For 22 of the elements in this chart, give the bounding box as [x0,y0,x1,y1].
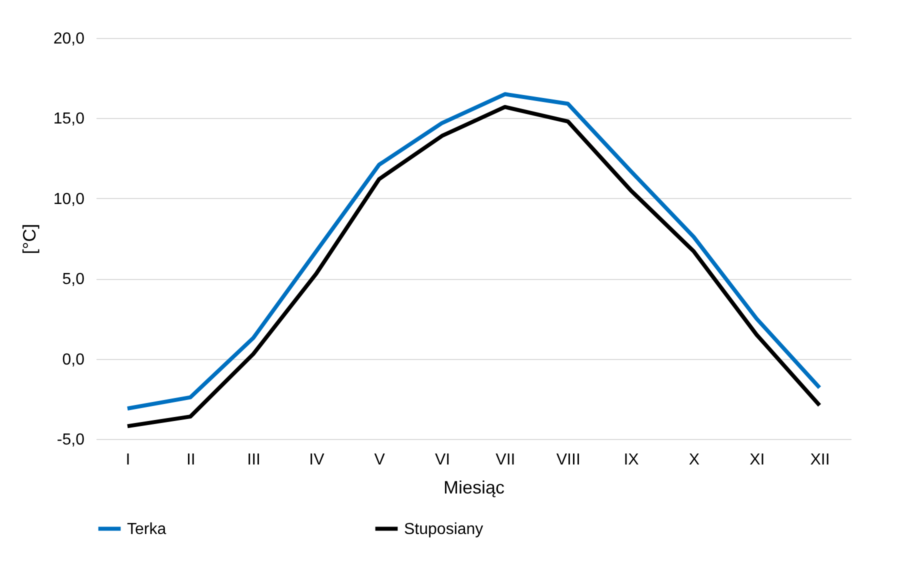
y-tick-label: -5,0 [56,432,85,448]
x-tick-label: III [247,452,260,468]
x-tick-label: V [374,452,386,468]
x-tick-label: X [688,452,700,468]
x-tick-label: VI [434,452,450,468]
legend-label: Terka [127,520,166,538]
x-tick-label: VII [496,452,516,468]
x-tick-label: IV [309,452,325,468]
x-axis-title: Miesiąc [443,478,505,498]
y-tick-label: 5,0 [62,271,85,288]
y-tick-label: 10,0 [53,190,85,208]
x-tick-label: XII [810,452,830,468]
y-tick-label: 0,0 [62,351,85,368]
x-tick-label: XI [750,452,765,468]
x-tick-label: II [186,452,196,468]
x-tick-label: I [126,452,130,468]
y-tick-label: 15,0 [53,110,85,128]
x-tick-label: IX [624,452,640,468]
x-tick-label: VIII [556,452,580,468]
legend-label: Stuposiany [404,520,484,538]
y-axis-title: [°C] [19,224,40,254]
y-tick-label: 20,0 [53,30,85,48]
